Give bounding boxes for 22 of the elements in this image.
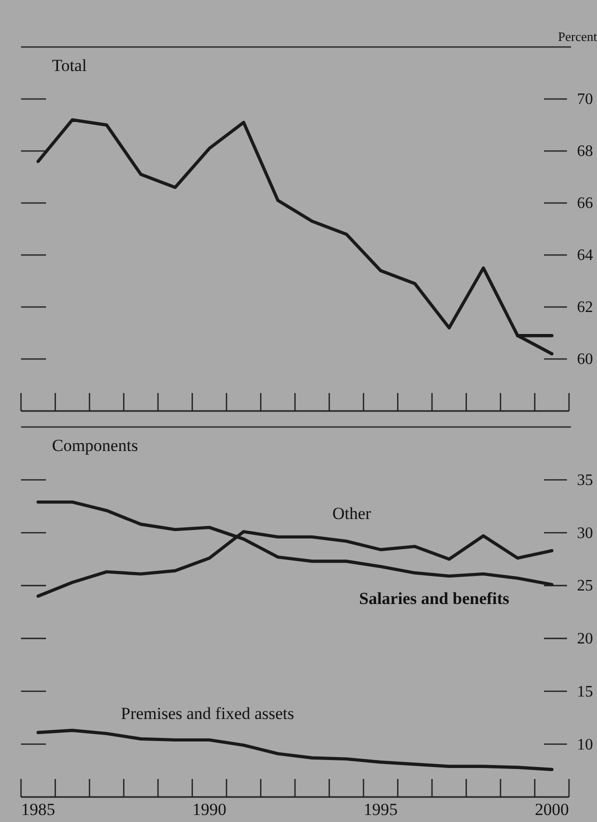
series-label: Salaries and benefits — [359, 589, 510, 608]
y-tick-label: 30 — [577, 524, 593, 542]
y-tick-label: 60 — [577, 351, 593, 368]
x-tick-label: 2000 — [534, 800, 569, 820]
y-tick-label: 20 — [577, 630, 593, 648]
y-tick-label: 35 — [577, 472, 593, 489]
y-tick-label: 62 — [577, 299, 593, 316]
y-tick-label: 15 — [577, 683, 593, 700]
y-tick-label: 68 — [577, 143, 593, 160]
text: Total — [52, 56, 87, 75]
y-tick-label: 70 — [577, 91, 593, 108]
y-tick-label: 64 — [577, 247, 593, 264]
text: Components — [52, 436, 138, 455]
y-tick-label: 66 — [577, 195, 593, 212]
x-tick-label: 1990 — [192, 800, 226, 820]
y-axis-title: Percent — [558, 29, 597, 44]
series-label: Premises and fixed assets — [120, 704, 294, 723]
y-tick-label: 25 — [577, 578, 593, 595]
x-tick-label: 1985 — [21, 800, 56, 820]
series-label: Other — [332, 504, 372, 524]
x-tick-label: 1995 — [364, 800, 398, 820]
y-tick-label: 10 — [577, 736, 593, 754]
